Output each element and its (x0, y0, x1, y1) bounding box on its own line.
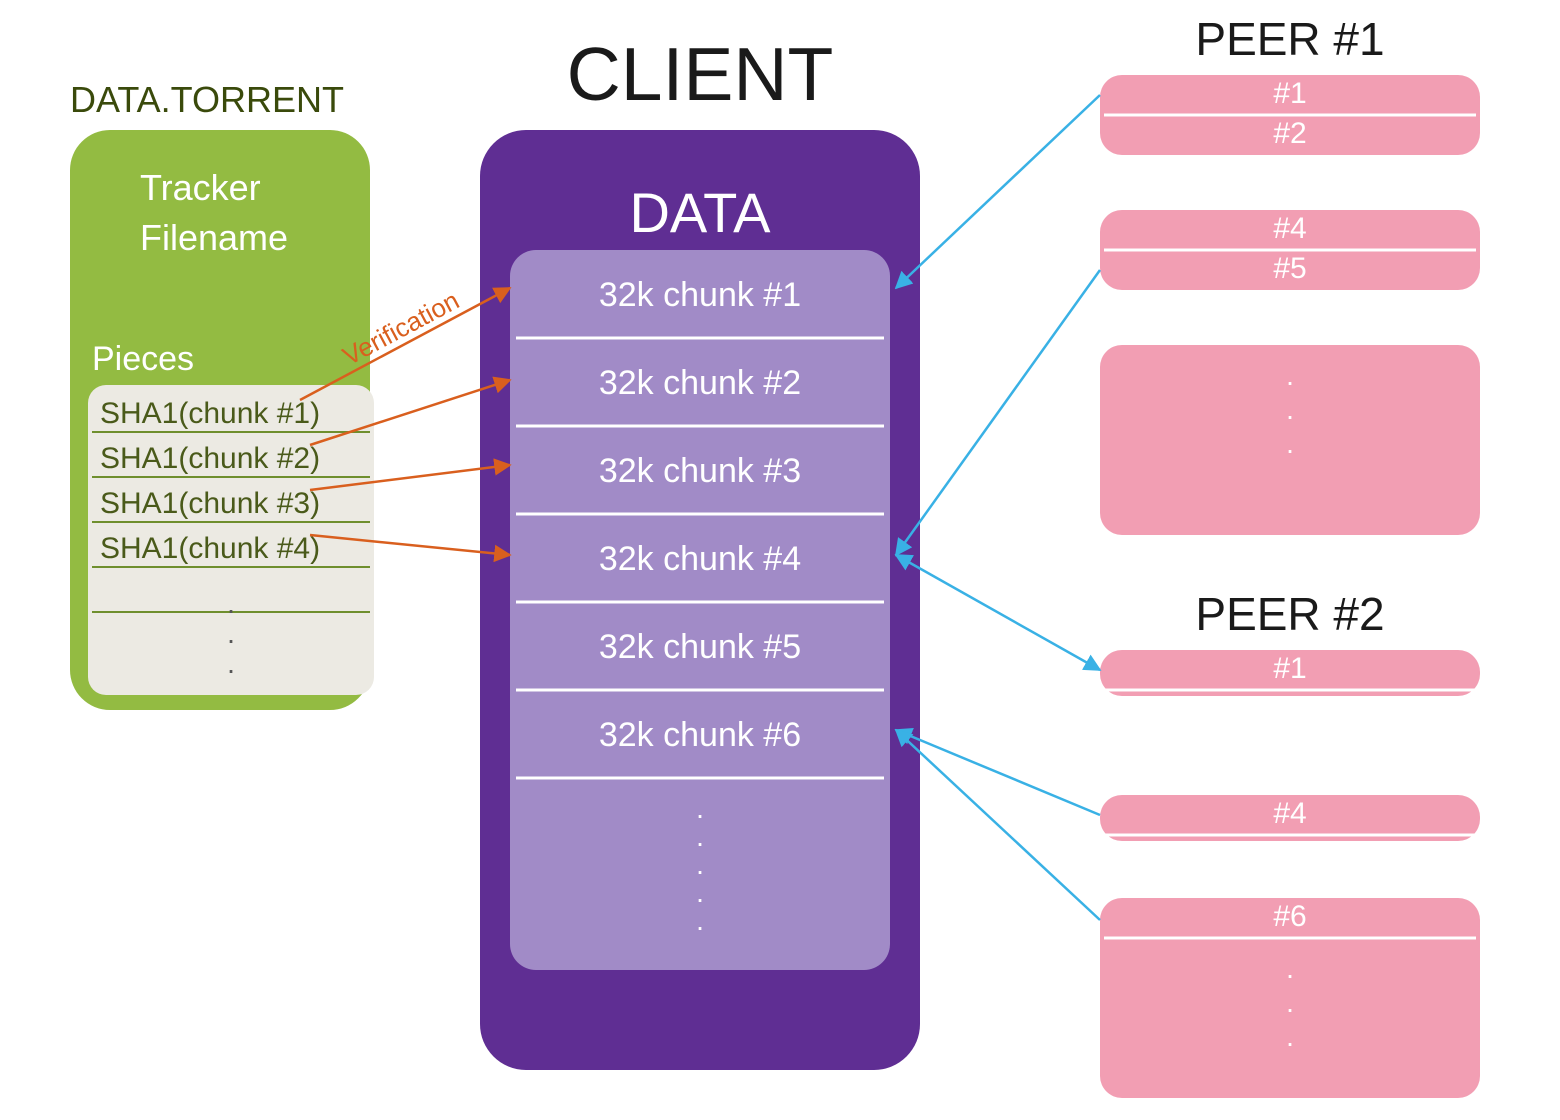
peer-slot-label: #4 (1273, 212, 1306, 245)
chunk-label: 32k chunk #6 (599, 716, 801, 754)
peer-ellipsis: . (1286, 360, 1294, 391)
chunk-label: 32k chunk #2 (599, 364, 801, 402)
peer-slot-label: #5 (1273, 252, 1306, 285)
peer-slot-label: #1 (1273, 652, 1306, 685)
sha-item: SHA1(chunk #2) (100, 442, 320, 475)
peer-title: PEER #2 (1195, 588, 1384, 640)
peer-arrow (896, 555, 1100, 670)
diagram-root: DATA.TORRENT Tracker Filename Pieces SHA1(ch… (0, 0, 1560, 1120)
chunk-label: 32k chunk #1 (599, 276, 801, 314)
peer-ellipsis: . (1286, 953, 1294, 984)
peer-title: PEER #1 (1195, 13, 1384, 65)
sha-item: SHA1(chunk #4) (100, 532, 320, 565)
client-title: CLIENT (567, 32, 834, 116)
chunk-label: 32k chunk #3 (599, 452, 801, 490)
peer-slot-label: #2 (1273, 117, 1306, 150)
pieces-ellipsis: . (227, 618, 235, 649)
client-ellipsis: . (696, 905, 704, 936)
peer-arrow (896, 95, 1100, 288)
peer-arrow (896, 730, 1100, 920)
peer-ellipsis: . (1286, 394, 1294, 425)
peer-ellipsis: . (1286, 987, 1294, 1018)
client-ellipsis: . (696, 849, 704, 880)
sha-item: SHA1(chunk #3) (100, 487, 320, 520)
peer-ellipsis: . (1286, 1021, 1294, 1052)
torrent-tracker-label: Tracker (140, 167, 261, 208)
client-ellipsis: . (696, 793, 704, 824)
pieces-ellipsis: . (227, 588, 235, 619)
sha-item: SHA1(chunk #1) (100, 397, 320, 430)
client-data-label: DATA (629, 181, 771, 244)
peer-slot-label: #1 (1273, 77, 1306, 110)
chunk-label: 32k chunk #4 (599, 540, 801, 578)
peer-slot-label: #4 (1273, 797, 1306, 830)
peer-arrow (896, 270, 1100, 555)
torrent-filename-label: Filename (140, 217, 288, 258)
peer-slot-label: #6 (1273, 900, 1306, 933)
client-ellipsis: . (696, 821, 704, 852)
pieces-ellipsis: . (227, 648, 235, 679)
peer-ellipsis: . (1286, 428, 1294, 459)
pieces-label: Pieces (92, 340, 194, 378)
torrent-title: DATA.TORRENT (70, 79, 344, 120)
chunk-label: 32k chunk #5 (599, 628, 801, 666)
client-ellipsis: . (696, 877, 704, 908)
peer-arrow (896, 730, 1100, 815)
